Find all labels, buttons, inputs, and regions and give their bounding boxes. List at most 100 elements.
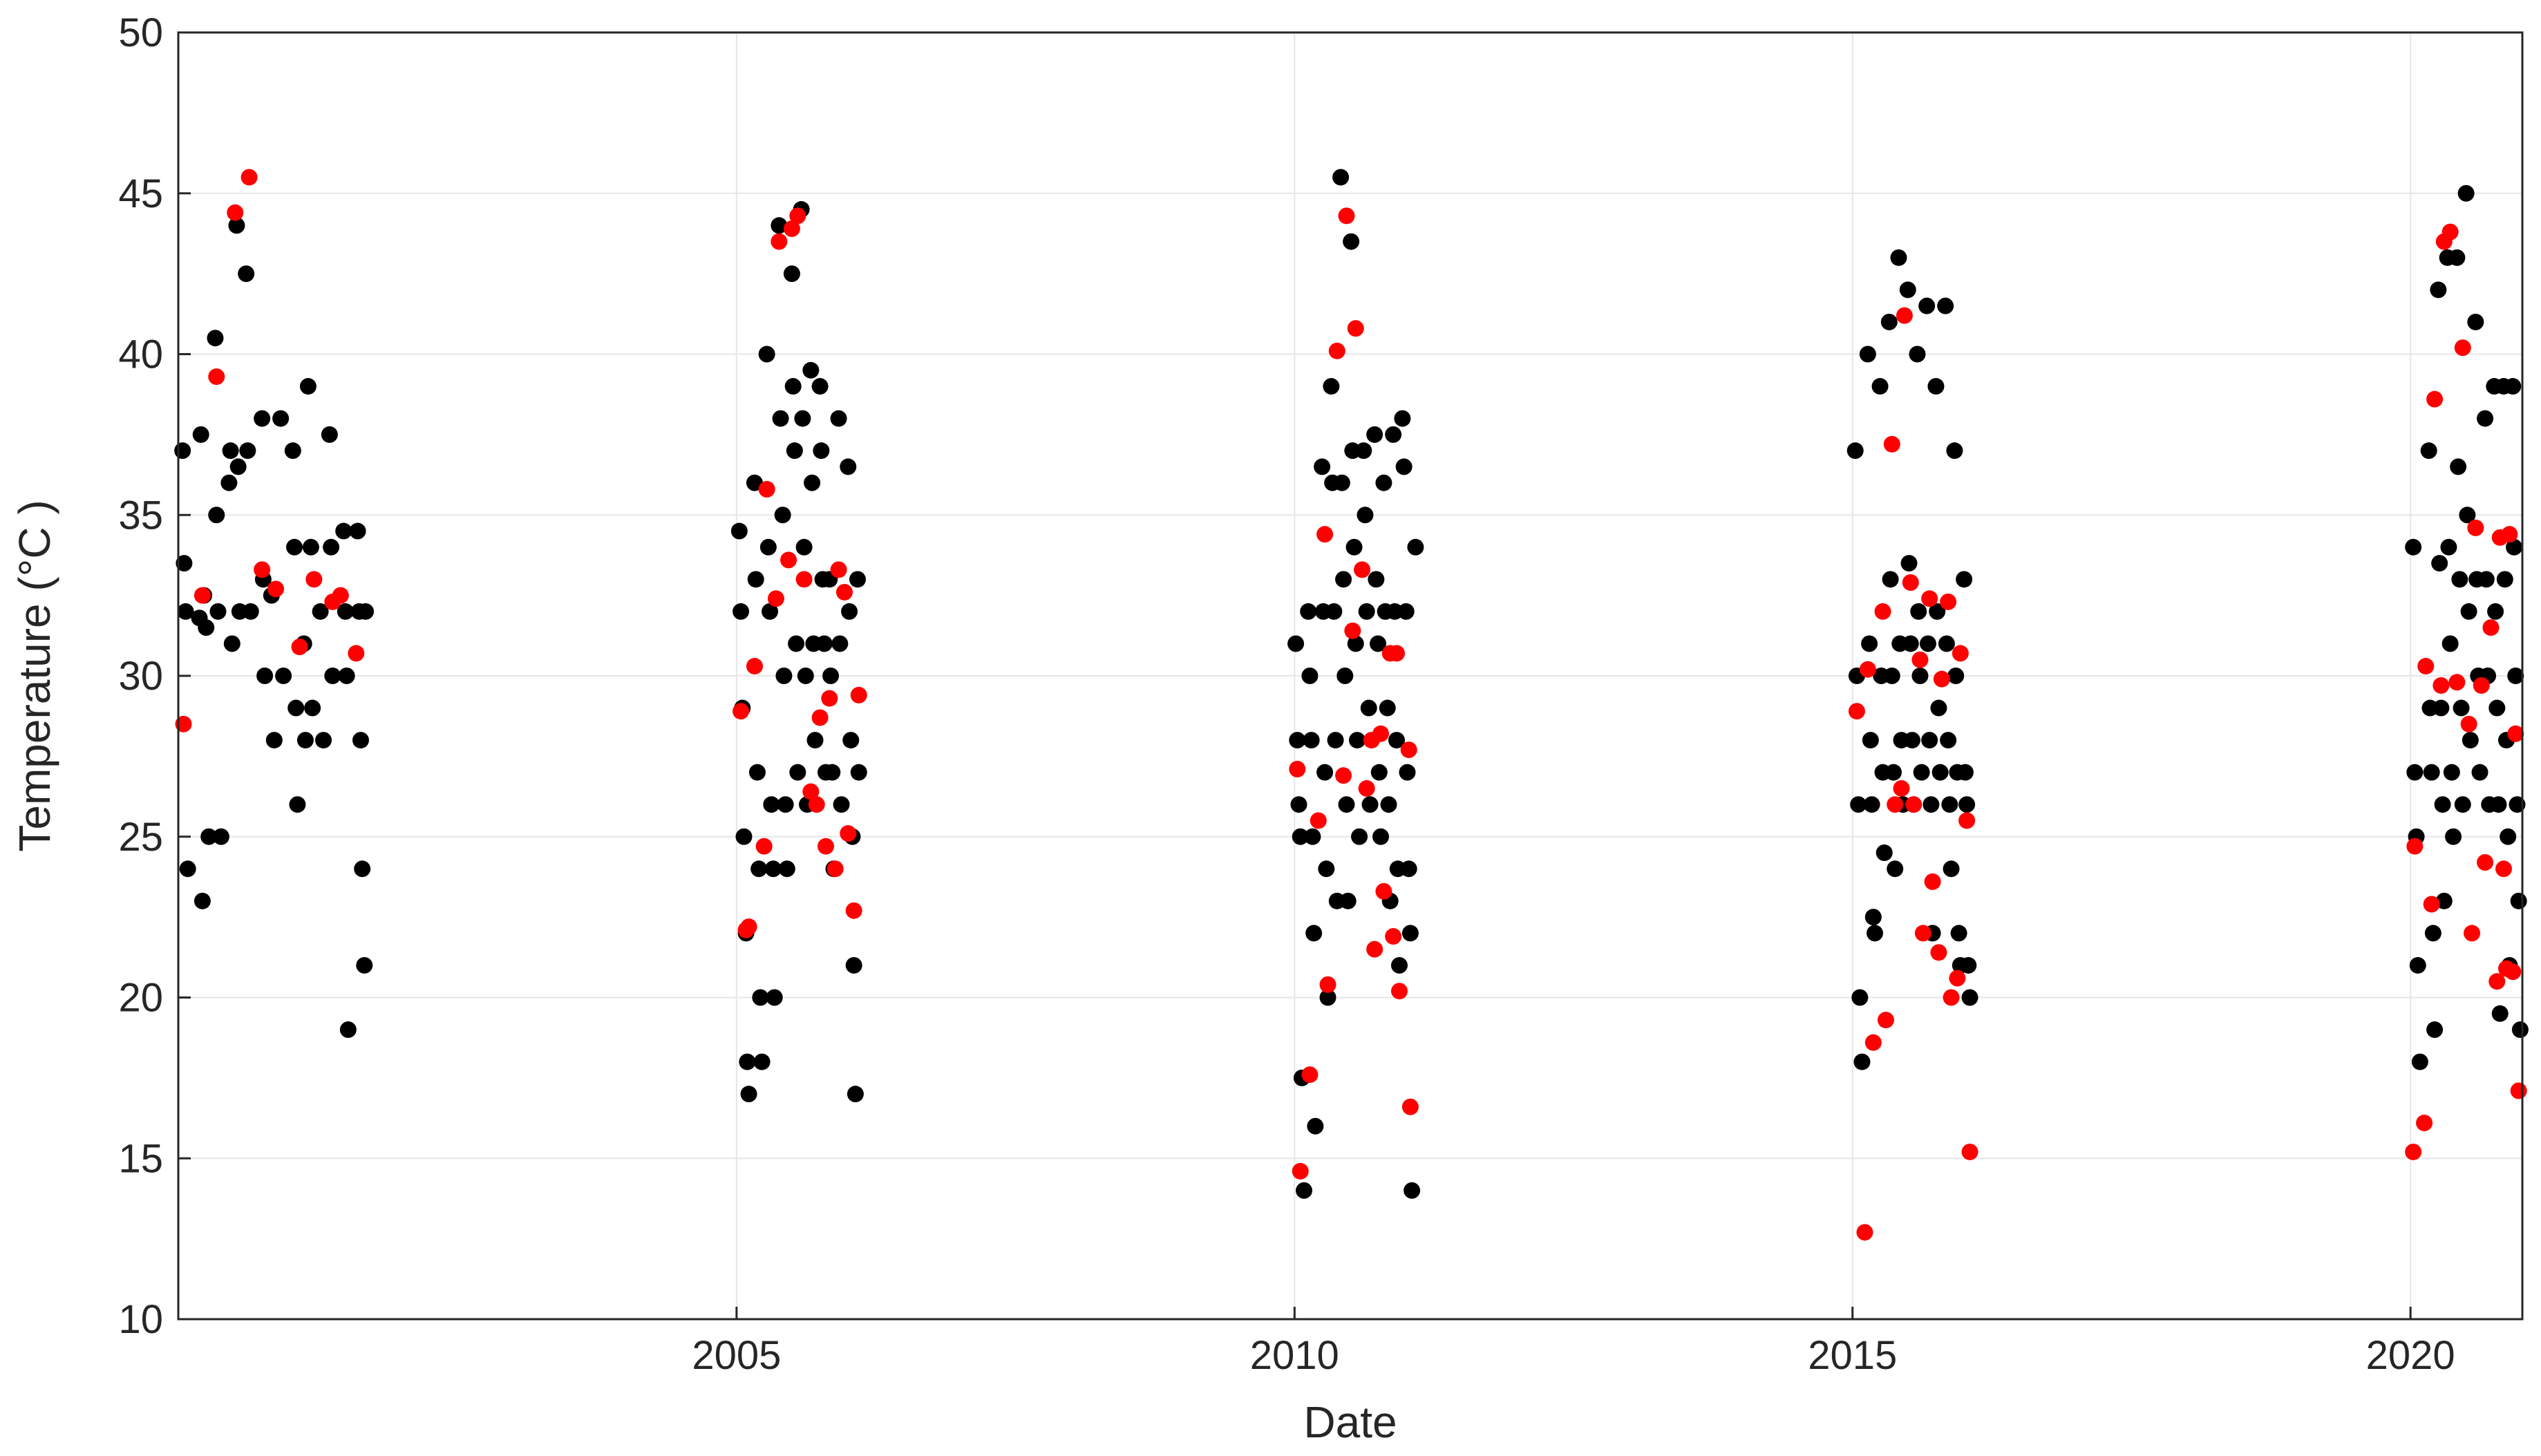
- data-point: [1361, 796, 1379, 813]
- data-point: [1930, 699, 1947, 717]
- data-point: [1390, 956, 1408, 974]
- data-point: [1902, 574, 1919, 592]
- data-point: [222, 442, 239, 460]
- data-point: [2409, 956, 2426, 974]
- data-point: [286, 538, 303, 556]
- data-point: [192, 426, 209, 443]
- data-point: [780, 551, 797, 569]
- data-point: [2510, 1082, 2527, 1099]
- data-point: [2440, 538, 2457, 556]
- data-point: [2509, 796, 2526, 813]
- data-point: [2448, 674, 2466, 691]
- data-point: [1924, 873, 1941, 890]
- data-point: [2477, 410, 2494, 427]
- data-point: [299, 378, 317, 395]
- data-point: [207, 330, 224, 347]
- data-point: [1344, 622, 1361, 639]
- data-point: [2511, 1021, 2529, 1039]
- data-point: [1400, 860, 1417, 878]
- data-point: [228, 217, 245, 234]
- data-point: [2460, 715, 2477, 732]
- data-point: [177, 603, 194, 620]
- data-point: [811, 709, 829, 726]
- data-point: [198, 619, 215, 636]
- data-point: [1380, 796, 1397, 813]
- y-tick-label: 25: [118, 815, 163, 860]
- data-point: [847, 1086, 864, 1103]
- data-point: [256, 668, 274, 684]
- data-point: [2435, 892, 2453, 909]
- data-point: [842, 732, 860, 749]
- data-point: [1301, 668, 1319, 684]
- y-tick-label: 30: [118, 654, 163, 699]
- data-point: [813, 442, 830, 460]
- data-point: [735, 828, 753, 845]
- data-point: [1304, 828, 1321, 845]
- data-point: [1863, 796, 1880, 813]
- data-point: [1887, 796, 1904, 813]
- red-points-series: [175, 169, 2527, 1241]
- data-point: [1931, 764, 1949, 781]
- data-point: [1956, 571, 1973, 588]
- data-point: [2460, 603, 2477, 620]
- data-point: [758, 481, 775, 498]
- data-point: [2477, 853, 2494, 871]
- data-point: [1882, 571, 1899, 588]
- data-point: [2453, 699, 2470, 717]
- data-point: [242, 603, 259, 620]
- data-point: [1864, 1034, 1882, 1051]
- data-point: [1958, 796, 1976, 813]
- x-tick-label: 2020: [2366, 1333, 2455, 1378]
- y-axis-title: Temperature (°C ): [10, 500, 59, 851]
- data-point: [1292, 828, 1309, 845]
- data-point: [193, 892, 211, 909]
- data-point: [254, 561, 271, 578]
- data-point: [2495, 860, 2513, 878]
- data-point: [2507, 725, 2524, 742]
- data-point: [762, 603, 779, 620]
- data-point: [2467, 519, 2484, 536]
- data-point: [1850, 796, 1867, 813]
- data-point: [1343, 233, 1360, 250]
- data-point: [1303, 732, 1320, 749]
- data-point: [1355, 442, 1372, 460]
- y-tick-label: 40: [118, 332, 163, 377]
- data-point: [1909, 346, 1926, 363]
- data-point: [335, 522, 352, 540]
- data-point: [774, 507, 791, 524]
- x-axis-title: Date: [1303, 1397, 1397, 1447]
- data-point: [1300, 603, 1317, 620]
- data-point: [795, 571, 813, 588]
- data-point: [1923, 796, 1940, 813]
- y-tick-label: 15: [118, 1136, 163, 1181]
- data-point: [2448, 249, 2466, 266]
- data-point: [193, 587, 211, 604]
- data-point: [1289, 732, 1306, 749]
- data-point: [1314, 458, 1331, 475]
- data-point: [845, 902, 862, 919]
- data-point: [339, 1021, 357, 1039]
- data-point: [789, 207, 806, 225]
- data-point: [850, 764, 867, 781]
- data-point: [1301, 1066, 1319, 1084]
- data-point: [1333, 474, 1350, 491]
- data-point: [806, 732, 824, 749]
- data-point: [2424, 925, 2441, 942]
- data-point: [733, 603, 750, 620]
- data-point: [1859, 661, 1876, 678]
- data-point: [763, 796, 780, 813]
- data-point: [1883, 435, 1900, 453]
- data-point: [830, 561, 847, 578]
- data-point: [1305, 925, 1323, 942]
- data-point: [1883, 668, 1900, 684]
- data-point: [1956, 764, 1974, 781]
- data-point: [2500, 828, 2517, 845]
- data-point: [824, 764, 841, 781]
- data-point: [2496, 571, 2513, 588]
- data-point: [740, 1086, 757, 1103]
- data-point: [767, 590, 784, 607]
- data-point: [2488, 973, 2506, 990]
- data-point: [2450, 458, 2467, 475]
- data-point: [1289, 760, 1306, 777]
